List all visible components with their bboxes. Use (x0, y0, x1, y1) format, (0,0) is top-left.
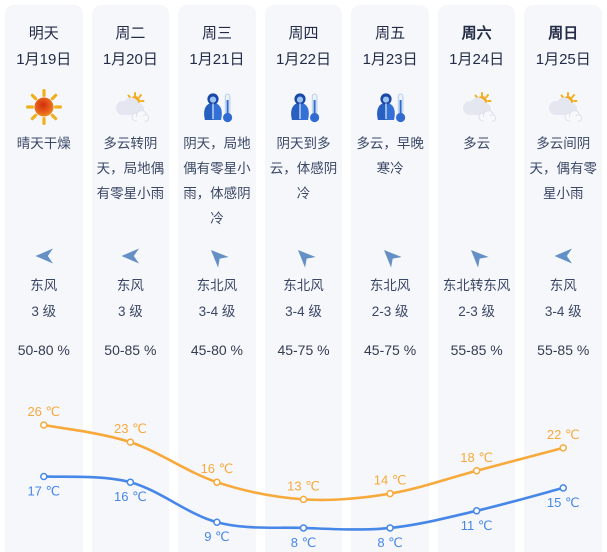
wind-arrow-icon (351, 243, 429, 269)
day-column-1: 明天 1月19日 晴天干燥 东风 3 级 50-80 % (5, 5, 83, 552)
humidity-range: 55-85 % (450, 342, 503, 358)
cold-weather-icon (178, 87, 256, 127)
wind-arrow-icon (178, 243, 256, 269)
day-column-7: 周日 1月25日 多云间阴天，偶有零星小雨 东风 3-4 级 55-85 % (524, 5, 603, 552)
weather-description: 晴天干燥 (16, 136, 71, 151)
cold-weather-icon (351, 87, 429, 127)
wind-arrow-icon (438, 243, 516, 269)
humidity-range: 55-85 % (537, 342, 590, 358)
day-columns: 明天 1月19日 晴天干燥 东风 3 级 50-80 % 周二 1月20日 (5, 5, 603, 552)
wind-level: 3-4 级 (285, 304, 322, 319)
day-date: 1月21日 (189, 51, 245, 68)
weather-description: 阴天，局地偶有零星小雨，体感阴冷 (183, 136, 251, 226)
day-column-5: 周五 1月23日 多云，早晚寒冷 东北风 2-3 级 45-75 % (351, 5, 429, 552)
day-date: 1月25日 (535, 51, 591, 68)
humidity-range: 45-75 % (364, 342, 417, 358)
wind-arrow-icon (5, 243, 83, 269)
wind-direction: 东北风 (283, 278, 324, 293)
day-name: 周五 (375, 25, 406, 42)
wind-direction: 东北风 (369, 278, 411, 293)
humidity-range: 45-80 % (190, 342, 244, 358)
wind-arrow-icon (524, 243, 602, 269)
wind-level: 3 级 (117, 304, 143, 319)
wind-direction: 东风 (549, 278, 577, 293)
day-date: 1月23日 (362, 51, 418, 68)
day-date: 1月22日 (276, 51, 332, 68)
humidity-range: 45-75 % (277, 342, 330, 358)
wind-level: 2-3 级 (458, 304, 496, 319)
humidity-range: 50-85 % (104, 342, 157, 358)
weather-description: 多云 (463, 136, 491, 151)
day-column-3: 周三 1月21日 阴天，局地偶有零星小雨，体感阴冷 东北风 3-4 级 45-8… (178, 5, 256, 552)
wind-direction: 东风 (30, 278, 58, 293)
humidity-range: 50-80 % (17, 342, 70, 358)
weather-description: 多云间阴天，偶有零星小雨 (529, 136, 598, 201)
wind-level: 3 级 (31, 304, 57, 319)
sunny-icon (5, 87, 83, 127)
partly-cloudy-icon (524, 87, 602, 127)
day-column-6: 周六 1月24日 多云 东北转东风 2-3 级 55-85 % (437, 5, 516, 552)
weather-description: 多云转阴天，局地偶有零星小雨 (96, 136, 165, 201)
wind-arrow-icon (92, 243, 170, 269)
partly-cloudy-icon (92, 87, 170, 127)
wind-arrow-icon (265, 243, 343, 269)
day-date: 1月19日 (16, 51, 72, 68)
day-name: 周四 (288, 25, 319, 42)
day-name: 周六 (461, 25, 492, 42)
day-column-2: 周二 1月20日 多云转阴天，局地偶有零星小雨 东风 3 级 50-85 % (91, 5, 170, 552)
wind-level: 3-4 级 (198, 304, 236, 319)
day-date: 1月24日 (449, 51, 505, 68)
day-name: 周日 (548, 25, 579, 42)
weather-description: 阴天到多云，体感阴冷 (269, 136, 338, 201)
partly-cloudy-icon (438, 87, 516, 127)
day-column-4: 周四 1月22日 阴天到多云，体感阴冷 东北风 3-4 级 45-75 % (264, 5, 343, 552)
weather-description: 多云，早晚寒冷 (356, 136, 424, 176)
wind-direction: 东北风 (196, 278, 238, 293)
day-name: 周三 (201, 25, 232, 42)
wind-direction: 东北转东风 (442, 278, 511, 293)
wind-level: 3-4 级 (544, 304, 582, 319)
day-name: 周二 (115, 25, 146, 42)
wind-level: 2-3 级 (371, 304, 409, 319)
day-name: 明天 (28, 25, 59, 42)
day-date: 1月20日 (102, 51, 158, 68)
cold-weather-icon (265, 87, 343, 127)
wind-direction: 东风 (116, 278, 144, 293)
